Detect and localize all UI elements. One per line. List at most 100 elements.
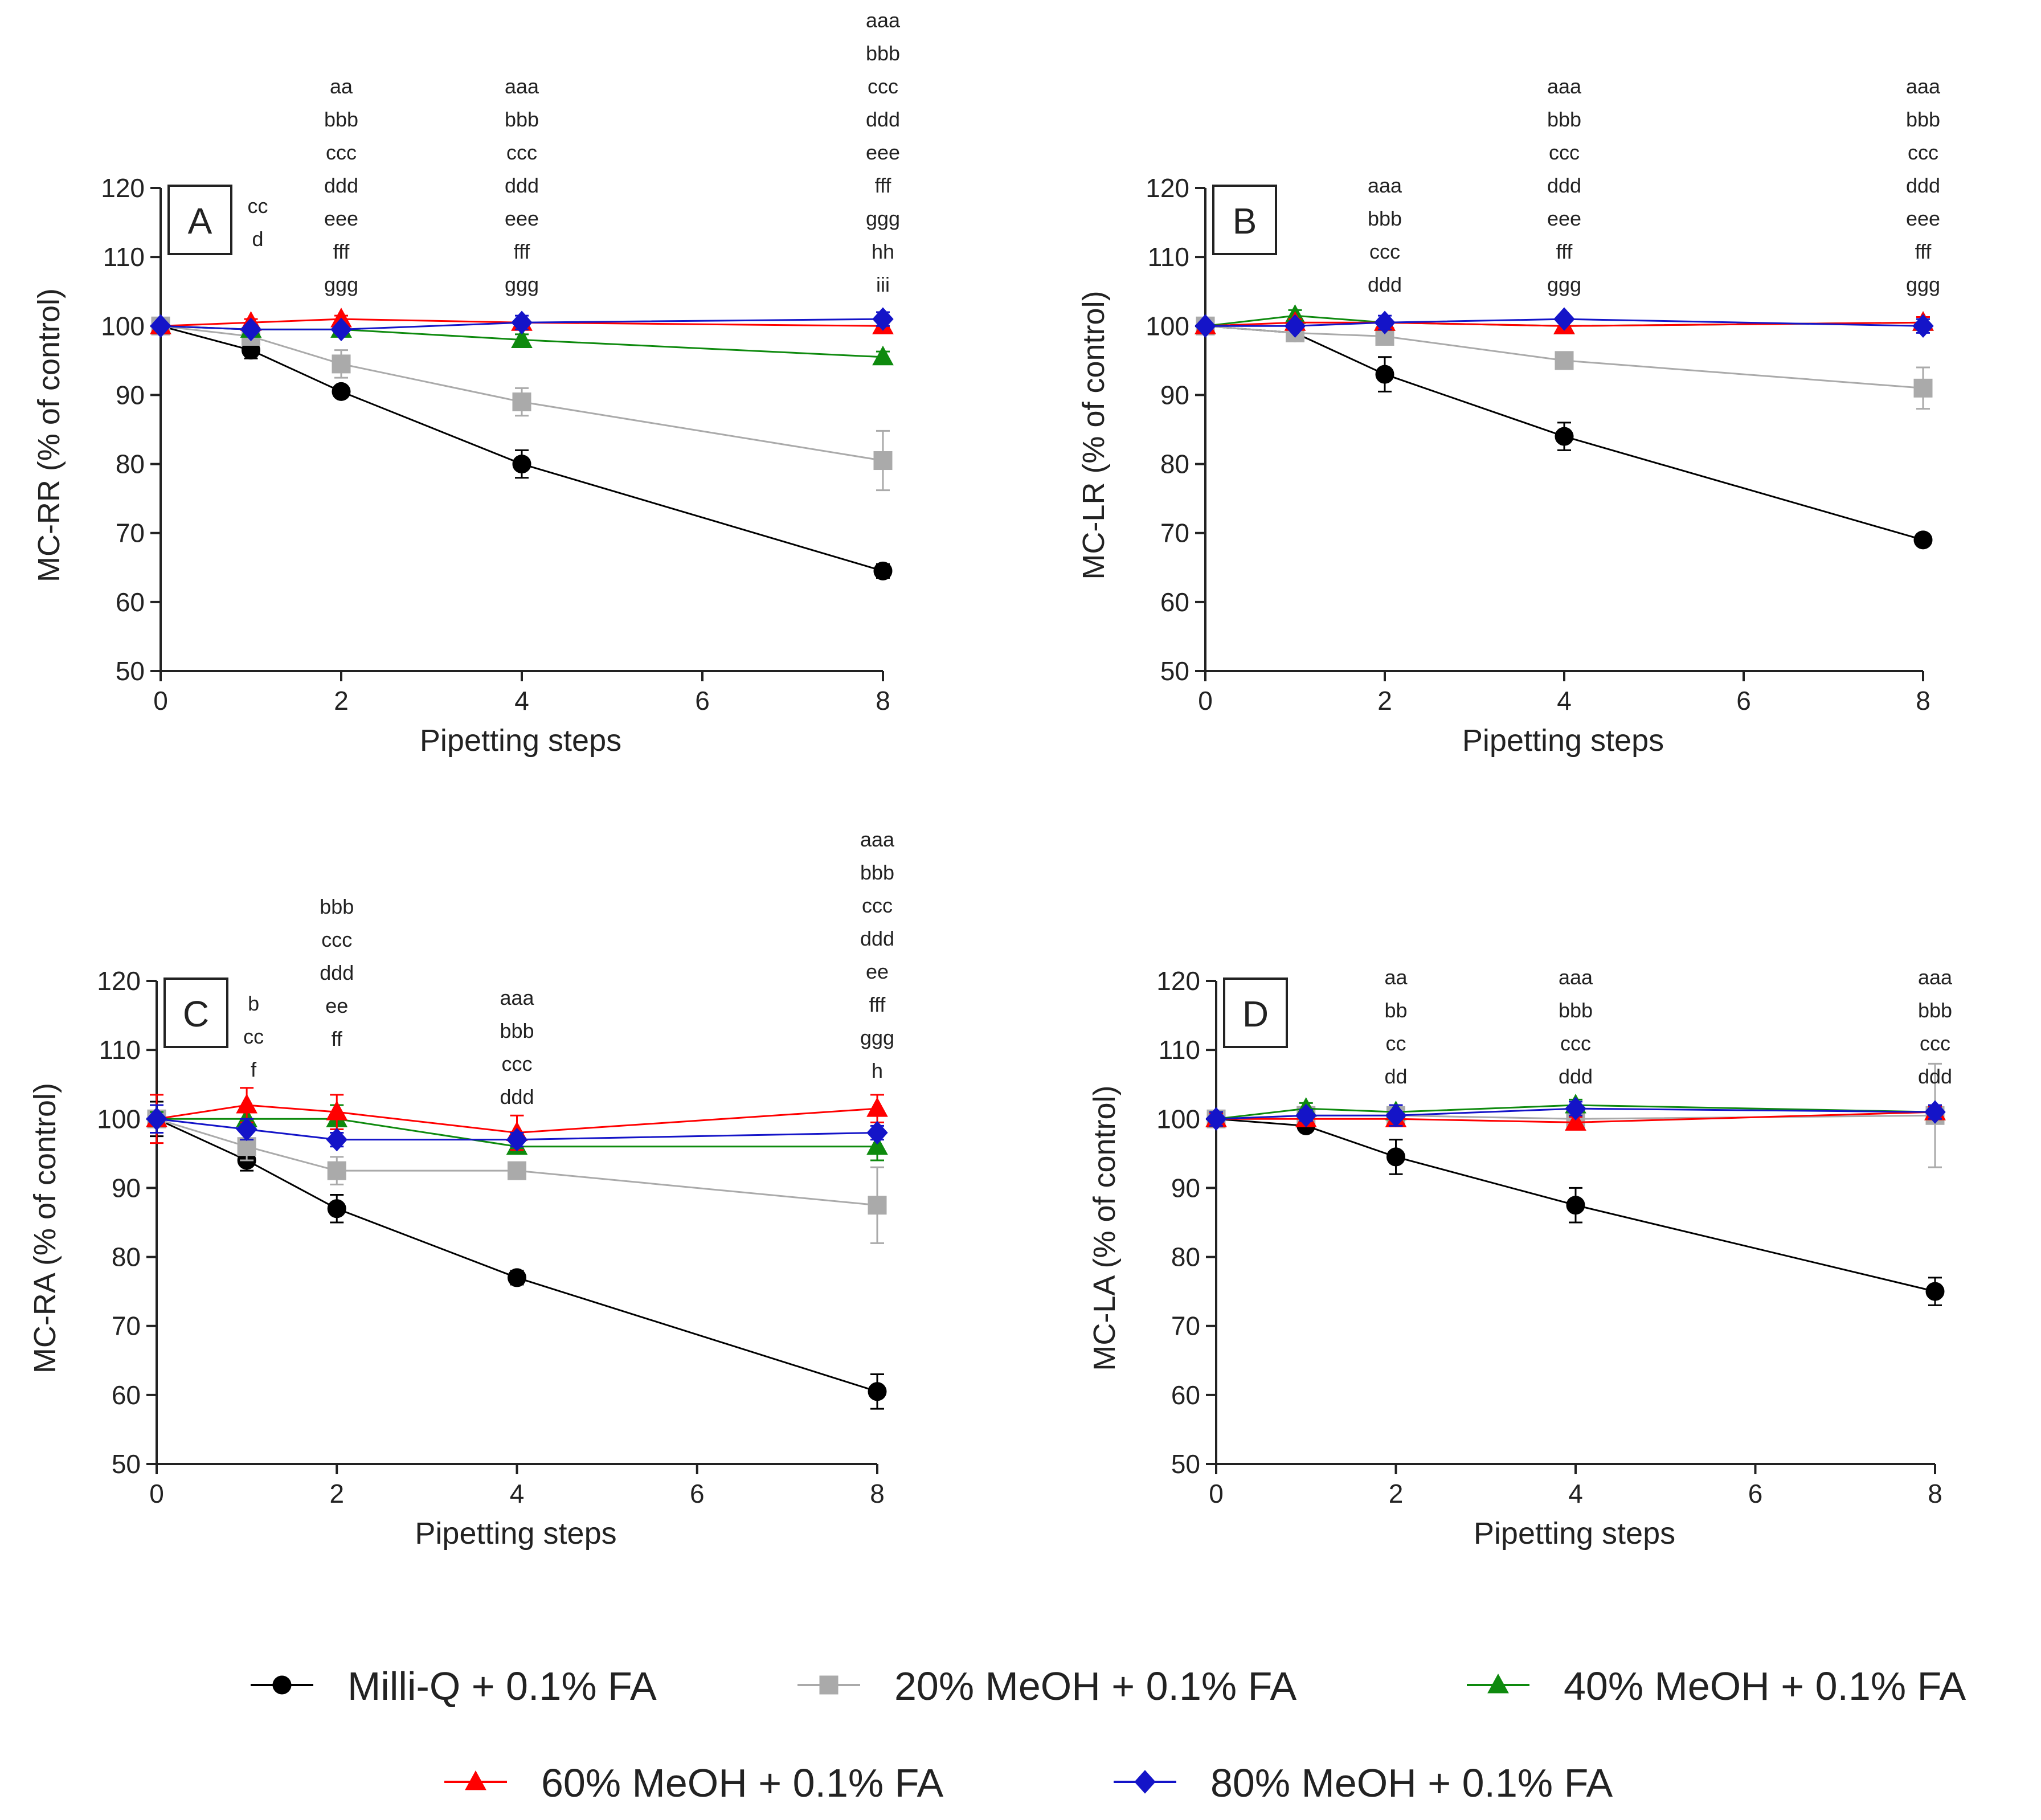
significance-label: ccc [1549,141,1580,164]
data-point [511,310,533,334]
legend-item-60pct-meoh-plus-0-1pct-fa: 60% MeOH + 0.1% FA [444,1761,943,1805]
significance-annotation: aa bb cc dd [1384,966,1408,1088]
data-point [872,345,894,366]
data-point [1284,314,1306,338]
y-tick-label: 100 [97,1104,141,1134]
significance-label: f [251,1058,257,1081]
legend-marker [465,1770,486,1790]
data-point [1375,365,1394,384]
y-tick-label: 60 [116,587,145,617]
legend-marker [819,1675,839,1695]
significance-label: bbb [860,861,894,884]
significance-label: bbb [1918,999,1952,1022]
x-axis-title: Pipetting steps [420,723,621,758]
y-tick-label: 50 [1171,1449,1200,1479]
data-point [866,1120,888,1145]
data-point [1295,1103,1317,1127]
significance-label: bbb [1368,207,1402,230]
y-axis-title: MC-RA (% of control) [28,1083,62,1373]
y-tick-label: 70 [1171,1311,1200,1341]
significance-label: ccc [506,141,537,164]
data-point [1374,310,1396,334]
significance-label: cc [1386,1032,1406,1055]
data-point [327,1161,346,1180]
x-tick-label: 4 [1568,1479,1583,1508]
significance-label: aaa [505,75,539,98]
y-tick-label: 60 [1160,587,1189,617]
significance-label: bbb [1906,108,1940,131]
data-point [1386,1147,1405,1167]
y-tick-label: 90 [1171,1173,1200,1203]
significance-annotation: aaa bbb ccc ddd eee fff ggg [505,75,539,296]
data-point [1565,1097,1586,1120]
significance-annotation: aaa bbb ccc ddd eee fff ggg [1547,75,1582,296]
panel-letter-box [163,978,228,1048]
x-tick-label: 6 [1748,1479,1763,1508]
data-point [508,1161,526,1180]
legend-item-40pct-meoh-plus-0-1pct-fa: 40% MeOH + 0.1% FA [1467,1664,1966,1708]
significance-annotation: aaa bbb ccc ddd eee fff ggg [1906,75,1941,296]
data-point [873,561,893,580]
y-tick-label: 120 [1156,966,1200,996]
significance-label: cc [243,1025,264,1048]
significance-label: ddd [320,961,354,984]
legend-item-80pct-meoh-plus-0-1pct-fa: 80% MeOH + 0.1% FA [1114,1761,1613,1805]
significance-label: eee [324,207,358,230]
y-tick-label: 110 [103,242,145,272]
x-tick-label: 6 [690,1479,705,1508]
significance-label: ggg [1906,273,1940,296]
y-tick-label: 50 [1160,656,1189,686]
legend-label: 80% MeOH + 0.1% FA [1210,1761,1613,1805]
significance-label: bbb [866,42,900,65]
panel-letter-box [1223,978,1288,1048]
panel-letter-box [1212,185,1277,255]
data-point [146,1107,167,1131]
significance-label: ggg [324,273,358,296]
data-point [1553,307,1575,331]
y-tick-label: 90 [116,380,145,410]
significance-label: ff [332,1027,343,1050]
significance-annotation: aaa bbb ccc ddd [1368,174,1402,296]
data-point [150,314,171,338]
y-tick-label: 80 [1160,449,1189,479]
y-tick-label: 90 [1160,380,1189,410]
data-point [1385,1103,1407,1127]
panel-letter: D [1242,993,1269,1034]
x-tick-label: 6 [1736,686,1751,715]
significance-label: aaa [1906,75,1941,98]
panel-letter: C [183,993,209,1034]
series-80pct-meoh-plus-0-1pct-fa [146,1104,888,1152]
y-axis-title: MC-LR (% of control) [1077,291,1111,579]
significance-label: bbb [324,108,358,131]
data-point [1924,1100,1946,1124]
significance-label: aa [330,75,353,98]
significance-label: aaa [500,986,534,1009]
legend-label: 60% MeOH + 0.1% FA [541,1761,943,1805]
y-tick-label: 60 [1171,1380,1200,1410]
significance-annotation: bbb ccc ddd ee ff [320,895,354,1050]
significance-label: ddd [1559,1065,1593,1088]
y-tick-label: 50 [112,1449,141,1479]
legend-item-milli-q-plus-0-1pct-fa: Milli-Q + 0.1% FA [251,1664,657,1708]
panel-letter-box [167,185,232,255]
data-point [240,317,262,342]
x-tick-label: 4 [510,1479,525,1508]
significance-label: aaa [866,9,901,32]
significance-label: eee [866,141,900,164]
y-tick-label: 120 [97,966,141,996]
significance-label: ccc [1560,1032,1591,1055]
legend-marker [1134,1770,1156,1794]
series-80pct-meoh-plus-0-1pct-fa [150,307,894,342]
x-tick-label: 0 [1209,1479,1224,1508]
panel-c: 50 60 70 80 90 100 110 120 0 2 4 6 8 Pipetting steps M… [28,828,895,1551]
significance-label: ccc [321,928,352,951]
significance-label: h [872,1059,883,1082]
y-tick-label: 70 [116,518,145,548]
significance-annotation: aaa bbb ccc ddd [1918,966,1953,1088]
significance-label: bbb [1559,999,1593,1022]
significance-label: ccc [1369,240,1400,263]
y-tick-label: 50 [116,656,145,686]
significance-label: ee [325,994,348,1017]
y-tick-label: 60 [112,1380,141,1410]
